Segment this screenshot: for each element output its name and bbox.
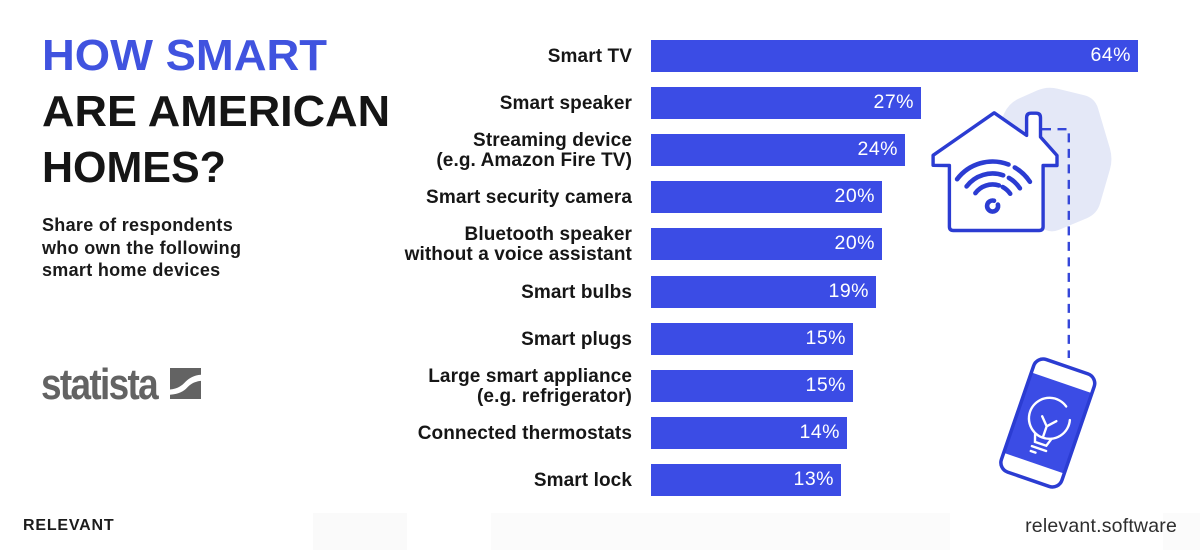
svg-text:statista: statista [41,359,159,404]
